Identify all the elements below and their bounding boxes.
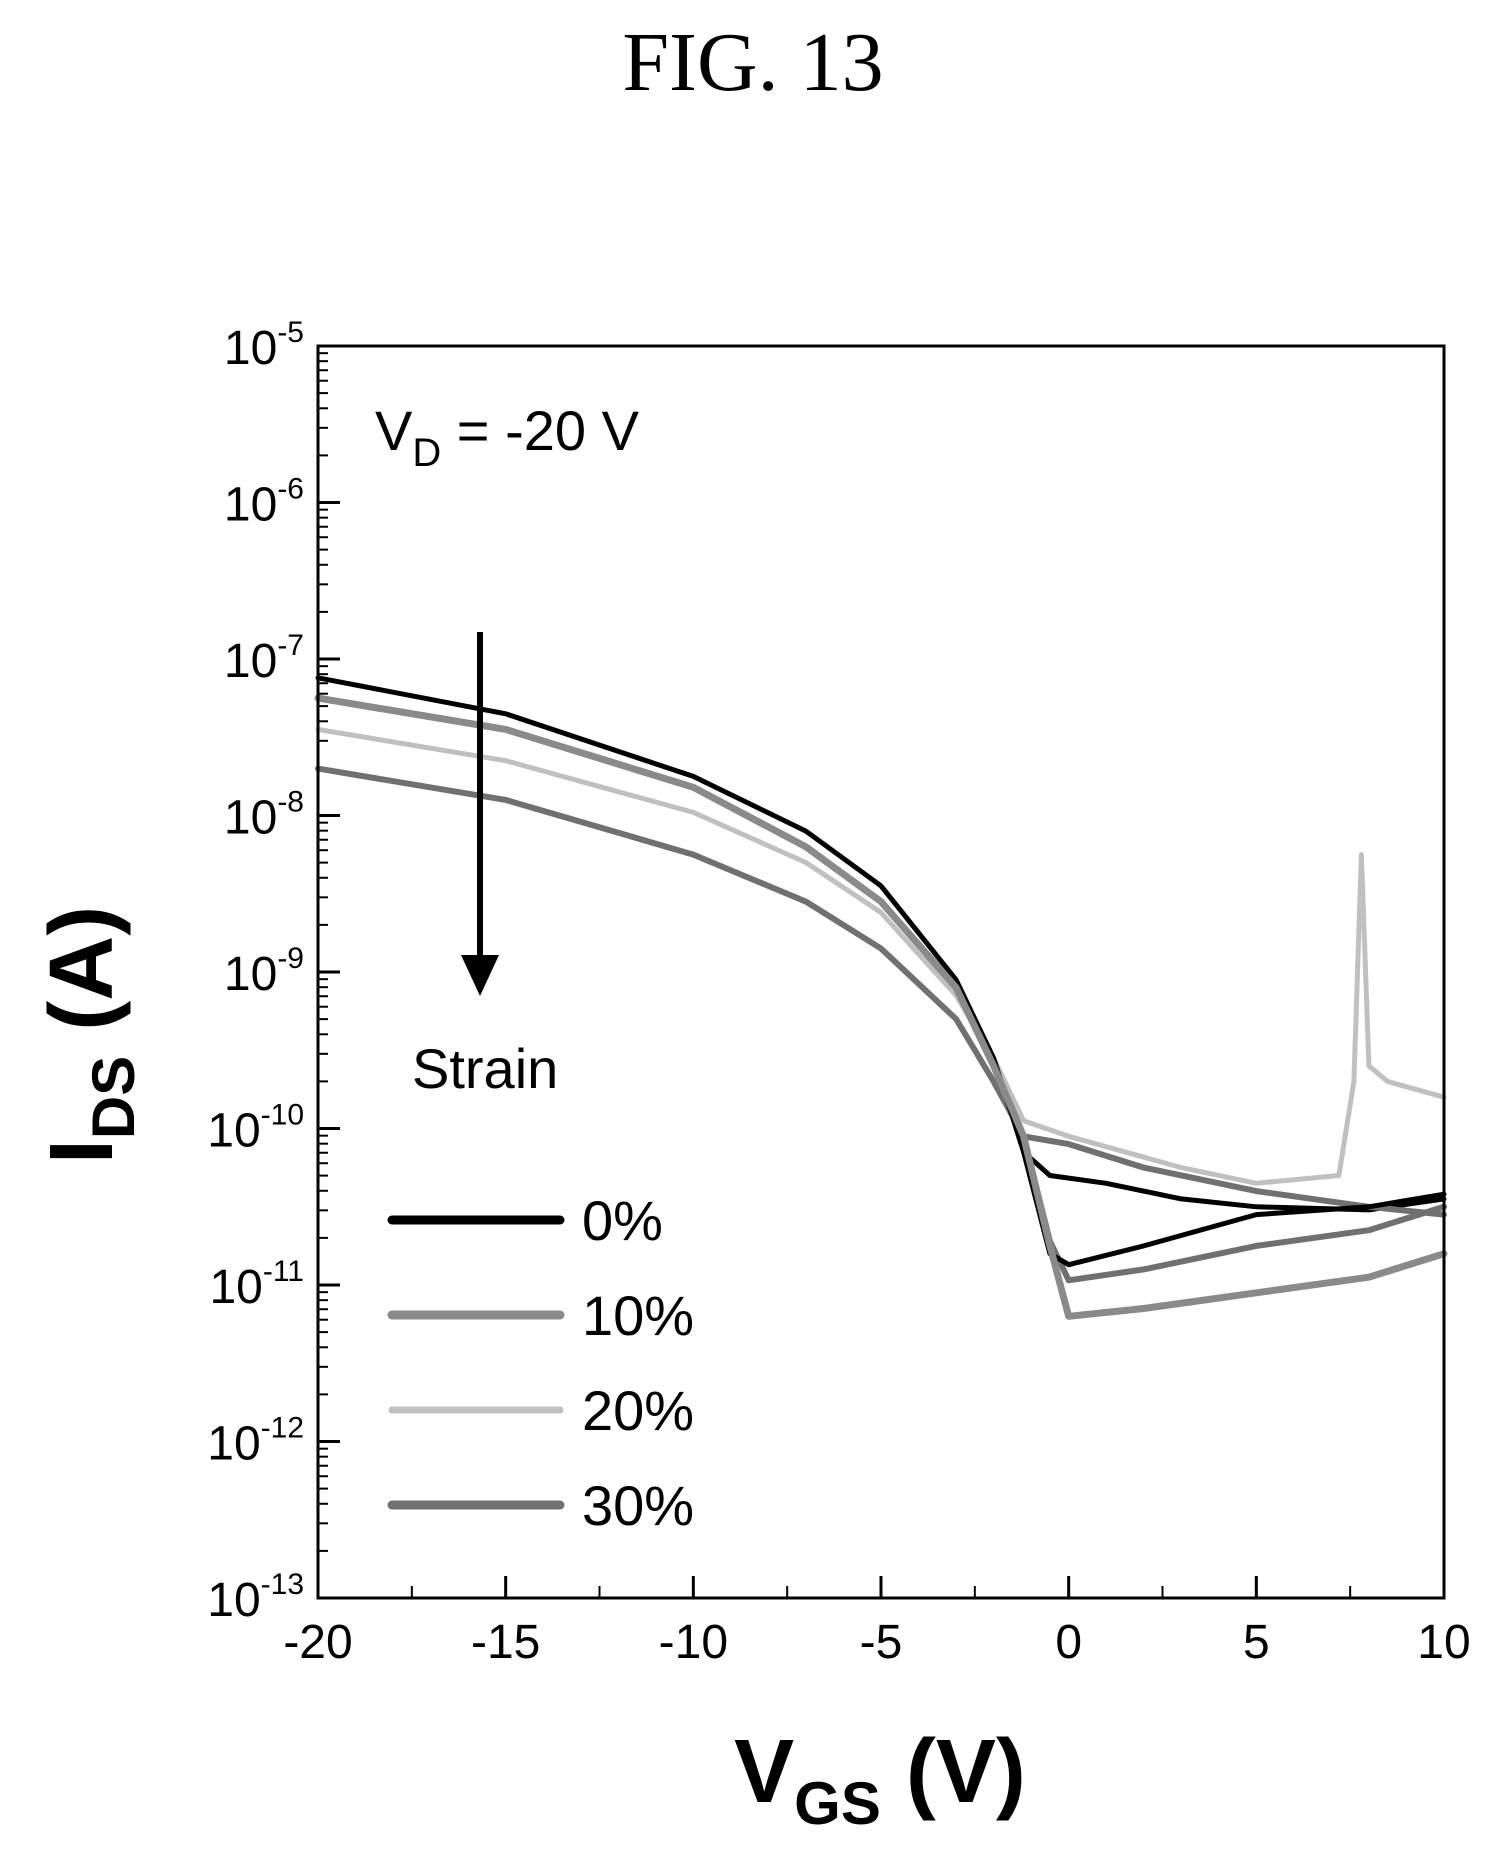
y-tick-label: 10-11: [209, 1255, 304, 1314]
y-tick-label: 10-10: [207, 1099, 304, 1158]
y-axis-title-main: I: [32, 1139, 132, 1164]
series-line-30pct: [1020, 1133, 1447, 1218]
x-tick-label: -5: [860, 1616, 903, 1669]
y-tick-label: 10-8: [224, 786, 304, 845]
y-axis-title-sub: DS: [80, 1056, 147, 1139]
y-tick-base: 10: [207, 1574, 260, 1627]
x-tick-label: -15: [471, 1616, 540, 1669]
legend-label: 10%: [582, 1284, 694, 1347]
strain-label: Strain: [412, 1037, 558, 1100]
vd-rest: = -20 V: [441, 399, 639, 462]
y-tick-label: 10-7: [224, 629, 304, 688]
series-line-0pct: [1021, 1149, 1447, 1213]
y-tick-exp: -13: [261, 1568, 304, 1601]
y-tick-base: 10: [207, 1105, 260, 1158]
x-axis-title-main: V: [734, 1722, 794, 1822]
vd-sub: D: [412, 431, 441, 475]
y-tick-label: 10-13: [207, 1568, 304, 1627]
x-axis-title: VGS (V): [734, 1722, 1026, 1837]
x-tick-label: -10: [659, 1616, 728, 1669]
legend-label: 20%: [582, 1379, 694, 1442]
figure-title: FIG. 13: [622, 16, 884, 109]
x-ticks: -20 -15 -10 -5 0 5 10: [283, 1576, 1471, 1669]
series-line-20pct: [315, 726, 1447, 1186]
x-axis-title-sub: GS: [794, 1770, 881, 1837]
legend-label: 30%: [582, 1474, 694, 1537]
y-tick-label: 10-12: [207, 1412, 304, 1471]
series-line-30pct: [315, 765, 1447, 1284]
y-axis-title-unit: (A): [32, 906, 132, 1056]
x-tick-label: 0: [1055, 1616, 1082, 1669]
series-line-10pct: [314, 694, 1448, 1320]
y-tick-base: 10: [224, 479, 277, 532]
vd-main: V: [375, 399, 413, 462]
legend: 0% 10% 20% 30%: [387, 1189, 694, 1537]
y-tick-base: 10: [224, 322, 277, 375]
x-tick-label: 10: [1417, 1616, 1470, 1669]
y-tick-base: 10: [224, 948, 277, 1001]
y-tick-label: 10-9: [224, 942, 304, 1001]
y-tick-label: 10-5: [224, 316, 304, 375]
strain-arrow-head: [461, 955, 499, 996]
x-tick-label: 5: [1243, 1616, 1270, 1669]
y-tick-base: 10: [224, 792, 277, 845]
y-tick-base: 10: [209, 1261, 262, 1314]
y-tick-exp: -11: [263, 1255, 304, 1288]
x-tick-label: -20: [283, 1616, 352, 1669]
y-tick-base: 10: [224, 635, 277, 688]
y-tick-base: 10: [207, 1418, 260, 1471]
y-tick-exp: -8: [277, 786, 304, 819]
y-tick-exp: -7: [277, 629, 304, 662]
y-tick-label: 10-6: [224, 473, 304, 532]
y-axis-title: IDS (A): [32, 906, 147, 1164]
y-tick-exp: -9: [277, 942, 304, 975]
vd-annotation: VD = -20 V: [375, 399, 640, 475]
y-tick-exp: -12: [261, 1412, 304, 1445]
y-tick-exp: -6: [277, 473, 304, 506]
y-tick-exp: -5: [277, 316, 304, 349]
legend-label: 0%: [582, 1189, 663, 1252]
x-axis-title-unit: (V): [881, 1722, 1026, 1822]
y-tick-exp: -10: [261, 1099, 304, 1132]
series-lines: [314, 675, 1448, 1320]
